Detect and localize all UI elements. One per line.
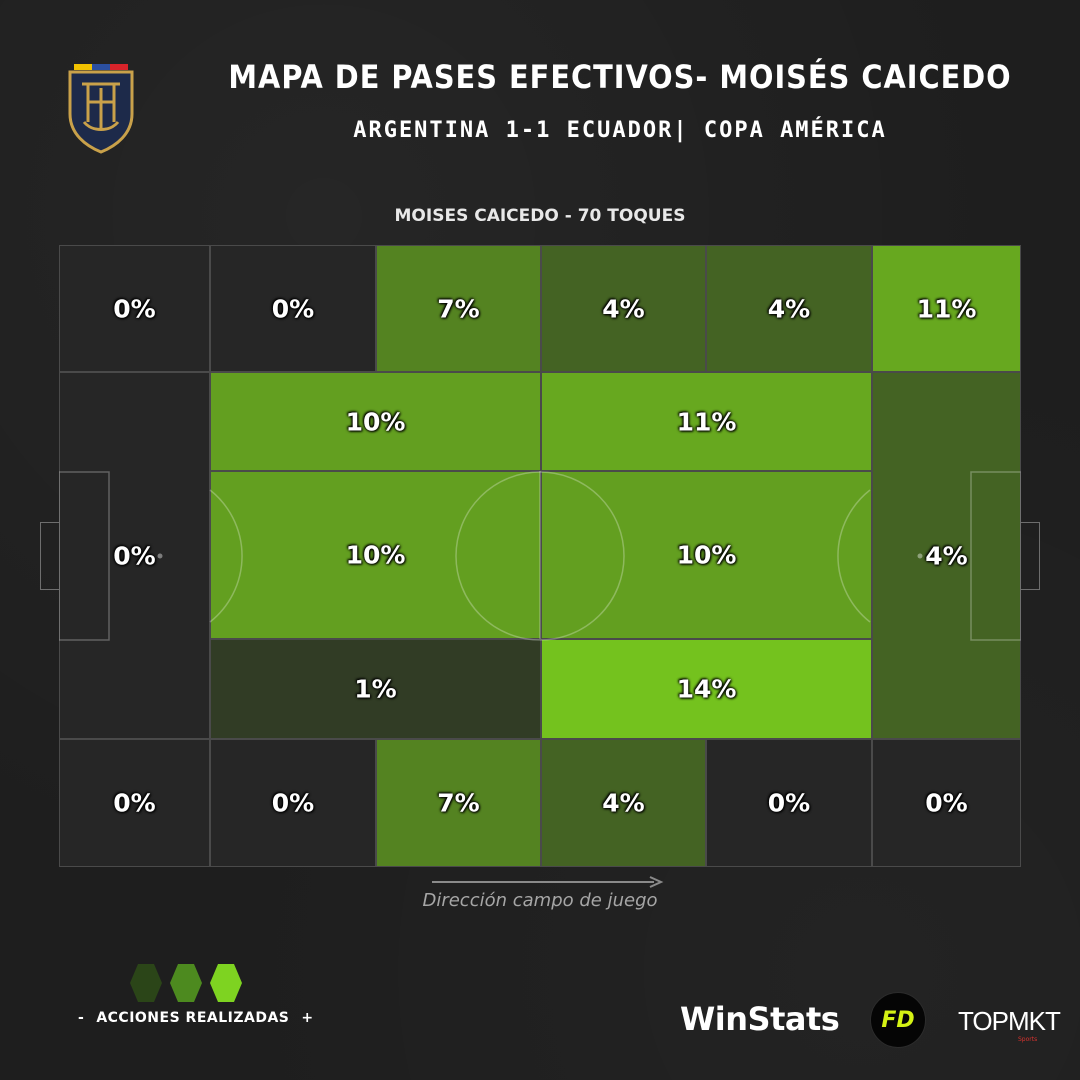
legend-plus: + [301, 1010, 314, 1026]
pass-heatmap-pitch: 0% 0% 7% 4% 4% 11% 0% 10% 11% 10% 10% 1% 14% 4% 0% 0% 7%… [59, 245, 1021, 867]
zone-percentage-label: 4% [602, 294, 645, 323]
topmkt-logo-subtext: Sports [1018, 1036, 1038, 1043]
legend-minus: - [78, 1010, 85, 1026]
player-touches-label: MOISES CAICEDO - 70 TOQUES [394, 206, 686, 226]
pitch-zone-19 [705, 738, 873, 867]
right-penalty-spot [917, 553, 923, 559]
legend-scale-hexagons [130, 964, 242, 1002]
zone-percentage-label: 14% [676, 674, 737, 704]
legend-caption: - ACCIONES REALIZADAS + [72, 1010, 320, 1026]
direction-label: Dirección campo de juego [422, 890, 658, 911]
pitch-zone-17 [375, 738, 542, 867]
zone-percentage-label: 0% [113, 788, 156, 818]
pitch-zone-16 [209, 738, 377, 867]
topmkt-logo: TOPMKT Sports [958, 1006, 1061, 1046]
zone-percentage-label: 11% [916, 294, 977, 323]
left-penalty-arc [209, 489, 243, 623]
zone-percentage-label: 0% [271, 294, 315, 323]
pitch-zone-14 [871, 371, 1021, 740]
match-subtitle: ARGENTINA 1-1 ECUADOR| COPA AMÉRICA [353, 118, 887, 143]
right-goal-area [970, 471, 1021, 641]
legend-hex-low [130, 964, 162, 1002]
zone-percentage-label: 10% [676, 540, 737, 570]
pitch-zone-9 [540, 371, 873, 472]
zone-percentage-label: 10% [345, 540, 406, 570]
direction-arrow-icon [432, 876, 664, 888]
fd-logo: FD [870, 992, 926, 1048]
page-title: MAPA DE PASES EFECTIVOS- MOISÉS CAICEDO [228, 58, 1012, 96]
pitch-zone-7 [59, 371, 211, 740]
right-penalty-arc [837, 489, 871, 623]
left-goal [40, 522, 59, 590]
left-penalty-spot [157, 553, 163, 559]
pitch-zone-2 [209, 245, 377, 373]
zone-percentage-label: 7% [437, 788, 480, 818]
zone-percentage-label: 0% [271, 788, 315, 818]
pitch-zone-10 [209, 470, 542, 640]
fd-logo-text: FD [881, 1007, 915, 1033]
pitch-graphic [59, 245, 1021, 867]
zone-percentage-label: 4% [925, 541, 968, 570]
winstats-logo: WinStats [680, 1000, 840, 1038]
pitch-zone-4 [540, 245, 707, 373]
pitch-zone-13 [540, 638, 873, 740]
pitch-zone-20 [871, 738, 1021, 867]
legend-label: ACCIONES REALIZADAS [96, 1010, 290, 1026]
zone-percentage-label: 11% [676, 407, 737, 436]
center-circle [455, 471, 625, 641]
zone-percentage-label: 4% [767, 294, 811, 323]
zone-percentage-label: 10% [345, 407, 406, 436]
zone-percentage-label: 4% [602, 788, 645, 818]
legend-hex-mid [170, 964, 202, 1002]
zone-percentage-label: 0% [925, 788, 968, 818]
zone-percentage-label: 1% [354, 674, 397, 704]
ecuador-federation-crest-icon [68, 64, 134, 154]
right-goal [1021, 522, 1040, 590]
zone-percentage-label: 0% [767, 788, 811, 818]
pitch-zone-15 [59, 738, 211, 867]
left-goal-area [59, 471, 110, 641]
zone-percentage-label: 7% [437, 294, 480, 323]
zone-percentage-label: 0% [113, 541, 156, 570]
zone-percentage-label: 0% [113, 294, 156, 323]
pitch-zone-8 [209, 371, 542, 472]
topmkt-logo-text: TOPMKT [958, 1006, 1061, 1036]
pitch-zone-12 [209, 638, 542, 740]
pitch-zone-11 [540, 470, 873, 640]
pitch-zone-5 [705, 245, 873, 373]
legend-hex-high [210, 964, 242, 1002]
